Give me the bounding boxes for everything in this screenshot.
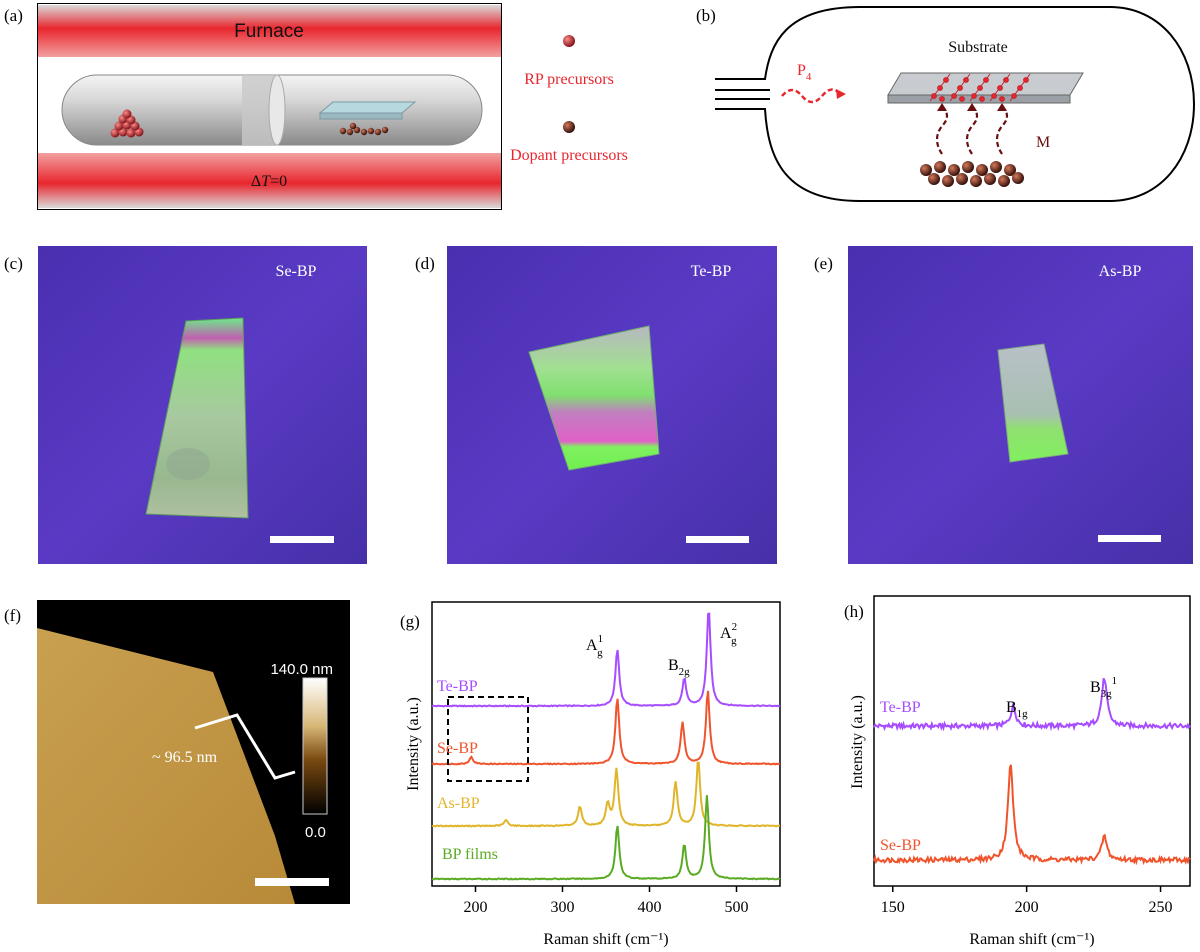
scale-bar bbox=[1098, 535, 1161, 542]
dopant-precursor-pile bbox=[339, 122, 389, 136]
y-axis-label-h: Intensity (a.u.) bbox=[849, 695, 866, 789]
series-line-as-bp bbox=[431, 761, 781, 828]
peak-label-b1g: B1g bbox=[1006, 699, 1028, 720]
x-tick-label-400: 400 bbox=[638, 899, 662, 916]
peak-label-ag2: A2 g bbox=[720, 621, 737, 647]
scale-bar bbox=[270, 536, 334, 543]
peak-label-b2g: B2g bbox=[668, 657, 690, 678]
peak-label-b3g: B3g1 bbox=[1090, 675, 1117, 700]
rp-precursor-label: RP precursors bbox=[524, 71, 614, 88]
x-axis-label-g: Raman shift (cm⁻¹) bbox=[543, 931, 668, 948]
panel-label-g: (g) bbox=[400, 612, 420, 631]
series-line-se-bp bbox=[431, 690, 781, 766]
afm-flake-region bbox=[37, 628, 295, 904]
raman-chart-h: 150 200 250 Te-BP Se-BP B1g B3g1 Intensity… bbox=[849, 595, 1191, 948]
x-tick-label-300: 300 bbox=[551, 899, 575, 916]
flake-as-bp bbox=[997, 343, 1069, 463]
tube-divider bbox=[268, 74, 286, 146]
optical-image-te-bp: Te-BP bbox=[447, 246, 777, 564]
series-label-bp-films: BP films bbox=[442, 846, 498, 863]
raman-chart-g: 200 300 400 500 Te-BP Se-BP As-BP BP films … bbox=[405, 601, 781, 948]
p4-flow-arrow bbox=[781, 88, 841, 104]
peak-label-ag1: A1 g bbox=[586, 633, 603, 659]
x-axis-label-h: Raman shift (cm⁻¹) bbox=[969, 931, 1094, 948]
optical-image-as-bp: As-BP bbox=[848, 246, 1193, 564]
colorbar-max-label: 140.0 nm bbox=[270, 661, 333, 678]
panel-label-a: (a) bbox=[4, 6, 23, 25]
rp-precursor-icon bbox=[563, 35, 575, 47]
p4-label: P4 bbox=[797, 62, 812, 83]
x-tick-label-200: 200 bbox=[464, 899, 488, 916]
x-tick-label-500: 500 bbox=[725, 899, 749, 916]
x-tick-label-200: 200 bbox=[1015, 899, 1039, 916]
furnace-label: Furnace bbox=[234, 21, 304, 42]
thickness-label: ~ 96.5 nm bbox=[152, 749, 218, 766]
delta-t-label: ΔT=0 bbox=[251, 173, 287, 190]
substrate-label: Substrate bbox=[948, 39, 1008, 56]
dopant-source-pile bbox=[920, 161, 1024, 187]
afm-image: ~ 96.5 nm 140.0 nm 0.0 bbox=[37, 600, 350, 904]
panel-label-c: (c) bbox=[4, 254, 23, 273]
series-line-bp-films bbox=[431, 795, 781, 881]
x-tick-label-150: 150 bbox=[881, 899, 905, 916]
chamber-outline bbox=[715, 6, 1196, 202]
m-vapor-arrows bbox=[935, 105, 1009, 155]
precursor-legend: RP precursors Dopant precursors bbox=[510, 35, 628, 164]
sample-label-te-bp: Te-BP bbox=[691, 263, 732, 280]
series-label-as-bp: As-BP bbox=[437, 795, 480, 812]
scale-bar bbox=[686, 536, 749, 543]
zoom-region-box bbox=[447, 696, 529, 782]
optical-image-se-bp: Se-BP bbox=[38, 246, 367, 564]
series-line-te-bp bbox=[873, 678, 1191, 732]
x-tick-label-250: 250 bbox=[1149, 899, 1173, 916]
series-line-se-bp bbox=[873, 764, 1191, 866]
flake-te-bp bbox=[528, 325, 660, 471]
sample-label-se-bp: Se-BP bbox=[276, 263, 317, 280]
panel-label-h: (h) bbox=[844, 602, 864, 621]
growth-chamber-diagram: P4 Substrate M bbox=[715, 6, 1196, 202]
rp-lattice bbox=[929, 73, 1031, 102]
substrate-plate bbox=[318, 101, 417, 114]
scale-bar bbox=[255, 878, 329, 886]
rp-precursor-pile bbox=[110, 109, 144, 138]
panel-label-b: (b) bbox=[696, 6, 716, 25]
height-profile-line bbox=[194, 713, 296, 780]
furnace-top-band bbox=[38, 5, 501, 57]
furnace-diagram: Furnace ΔT=0 bbox=[37, 3, 502, 210]
series-label-te-bp: Te-BP bbox=[437, 678, 478, 695]
panel-label-f: (f) bbox=[4, 606, 21, 625]
dopant-precursor-label: Dopant precursors bbox=[510, 147, 628, 164]
colorbar-min-label: 0.0 bbox=[305, 824, 326, 841]
afm-colorbar bbox=[302, 677, 328, 815]
panel-label-d: (d) bbox=[415, 254, 435, 273]
dopant-precursor-icon bbox=[563, 121, 575, 133]
panel-label-e: (e) bbox=[814, 254, 833, 273]
plot-frame-h bbox=[873, 595, 1191, 887]
m-label: M bbox=[1036, 134, 1050, 151]
plot-frame-g bbox=[431, 601, 781, 887]
series-label-se-bp: Se-BP bbox=[437, 740, 478, 757]
series-label-se-bp: Se-BP bbox=[880, 837, 921, 854]
series-label-te-bp: Te-BP bbox=[880, 699, 921, 716]
substrate-slab bbox=[887, 72, 1084, 96]
y-axis-label-g: Intensity (a.u.) bbox=[405, 697, 422, 791]
series-line-te-bp bbox=[431, 612, 781, 708]
furnace-bottom-band bbox=[38, 153, 501, 208]
sample-label-as-bp: As-BP bbox=[1099, 263, 1142, 280]
